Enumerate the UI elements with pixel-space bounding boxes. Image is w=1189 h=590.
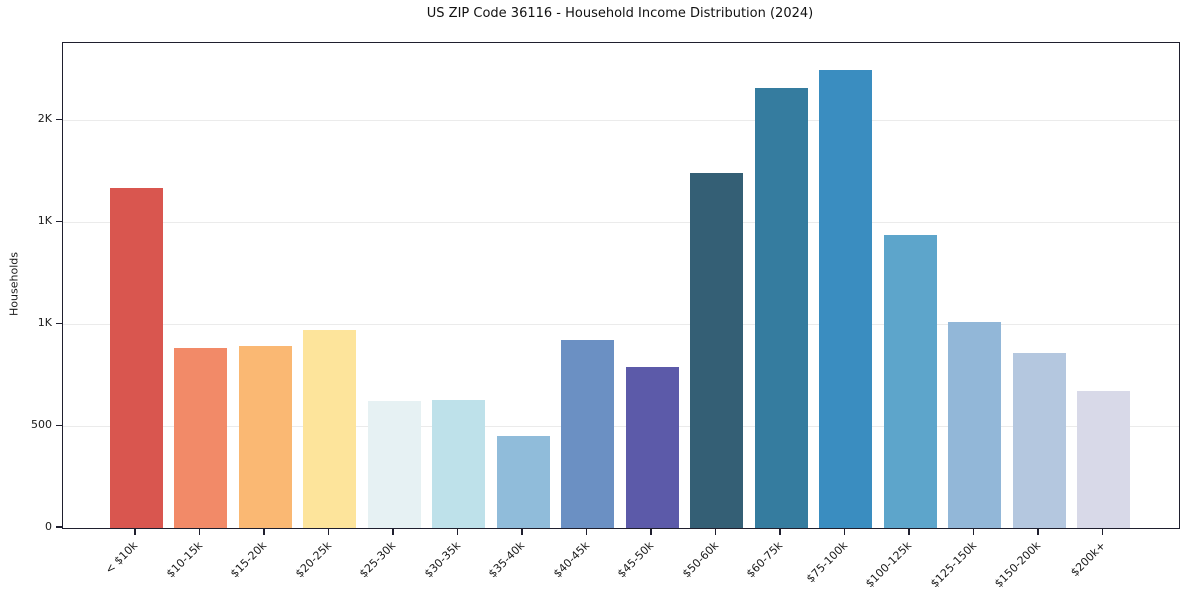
y-tick-mark [56,220,62,222]
x-tick-mark [327,529,330,535]
bar-50-60k [690,173,743,528]
bar-15-20k [238,345,292,528]
x-tick-mark [1101,529,1104,535]
y-axis-label: Households [7,252,21,316]
y-tick-label: 2K [37,112,52,126]
bar-40-45k [561,339,614,528]
x-tick-label: $45-50k [614,539,657,581]
x-tick-label: $25-30k [356,539,399,581]
x-tick-label: $75-100k [803,539,850,586]
x-tick-label: < $10k [102,539,141,577]
x-tick-mark [263,529,265,535]
x-tick-label: $150-200k [992,539,1044,590]
x-tick-label: $40-45k [550,539,592,581]
x-tick-mark [843,529,846,535]
x-tick-mark [521,529,523,535]
y-tick-label: 500 [31,418,52,432]
x-tick-label: $30-35k [421,539,463,581]
gridline [63,221,1179,223]
gridline [63,323,1179,325]
x-tick-mark [779,529,781,535]
bar-25-30k [367,400,421,528]
gridline [63,119,1179,121]
bar-75-100k [819,69,872,528]
bar-150-200k [1012,352,1066,528]
gridline [63,425,1179,427]
bar-10-15k [174,347,227,528]
bar-10k [109,187,163,528]
x-tick-mark [392,529,394,535]
x-tick-label: $200k+ [1067,539,1108,580]
x-tick-label: $125-150k [927,539,979,590]
x-tick-mark [134,529,136,535]
bar-125-150k [948,322,1001,528]
y-tick-label: 1K [37,316,52,330]
y-tick-label: 1K [37,214,52,228]
x-tick-label: $35-40k [485,539,528,581]
y-tick-label: 0 [45,520,52,533]
x-tick-mark [972,529,975,535]
bar-30-35k [432,399,485,528]
y-tick-mark [56,526,62,528]
bar-35-40k [496,436,550,528]
chart-title: US ZIP Code 36116 - Household Income Dis… [426,6,814,21]
x-tick-label: $20-25k [292,539,334,581]
x-tick-label: $15-20k [227,539,270,581]
bar-20-25k [303,330,356,528]
x-tick-label: $100-125k [863,539,915,590]
bar-60-75k [754,87,808,528]
x-tick-mark [714,529,717,535]
x-tick-mark [456,529,459,535]
bar-45-50k [625,367,679,528]
x-tick-label: $50-60k [679,539,721,581]
y-tick-mark [56,424,62,426]
x-tick-label: $10-15k [163,539,205,581]
x-tick-mark [585,529,588,535]
x-tick-mark [198,529,201,535]
x-tick-mark [650,529,652,535]
bar-100-125k [883,234,937,528]
y-tick-mark [56,322,62,324]
x-tick-mark [1037,529,1039,535]
y-tick-mark [56,118,62,121]
bar-200k [1077,391,1130,528]
x-tick-label: $60-75k [743,539,786,581]
x-tick-mark [908,529,910,535]
plot-area [62,42,1180,529]
